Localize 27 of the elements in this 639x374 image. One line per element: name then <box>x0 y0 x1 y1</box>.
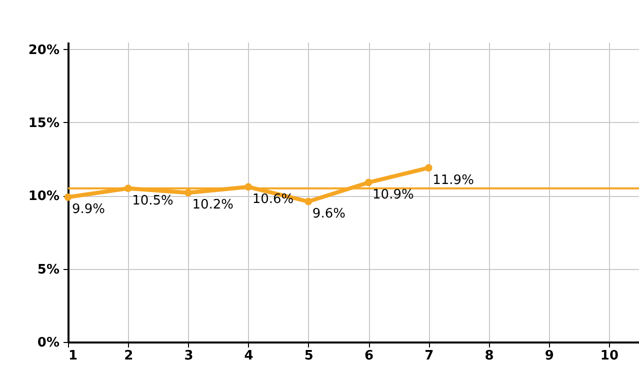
x-tick-label: 2 <box>124 348 134 364</box>
point <box>424 164 432 172</box>
data-label: 10.2% <box>192 198 234 213</box>
y-tick-label: 5% <box>37 262 60 278</box>
x-tick-label: 1 <box>68 348 78 364</box>
data-label: 10.9% <box>372 187 414 202</box>
point <box>364 178 372 186</box>
data-label: 10.5% <box>132 193 174 208</box>
data-label: 10.6% <box>252 192 294 207</box>
x-tick-label: 3 <box>184 348 194 364</box>
x-tick-label: 8 <box>484 348 494 364</box>
x-tick-label: 7 <box>424 348 434 364</box>
point <box>304 198 312 206</box>
y-tick-label: 15% <box>28 116 60 131</box>
data-label: 9.6% <box>312 206 346 222</box>
y-tick-label: 20% <box>28 42 60 58</box>
x-tick-label: 6 <box>364 348 374 364</box>
x-tick-label: 10 <box>600 348 618 364</box>
point <box>184 189 192 196</box>
x-tick-label: 9 <box>544 348 554 364</box>
x-tick-label: 4 <box>244 348 254 364</box>
x-tick-label: 5 <box>304 348 314 364</box>
y-tick-label: 0% <box>37 336 60 350</box>
data-label: 11.9% <box>432 172 474 188</box>
data-label: 9.9% <box>72 202 106 218</box>
point <box>64 193 72 201</box>
y-tick-label: 10% <box>28 189 60 204</box>
